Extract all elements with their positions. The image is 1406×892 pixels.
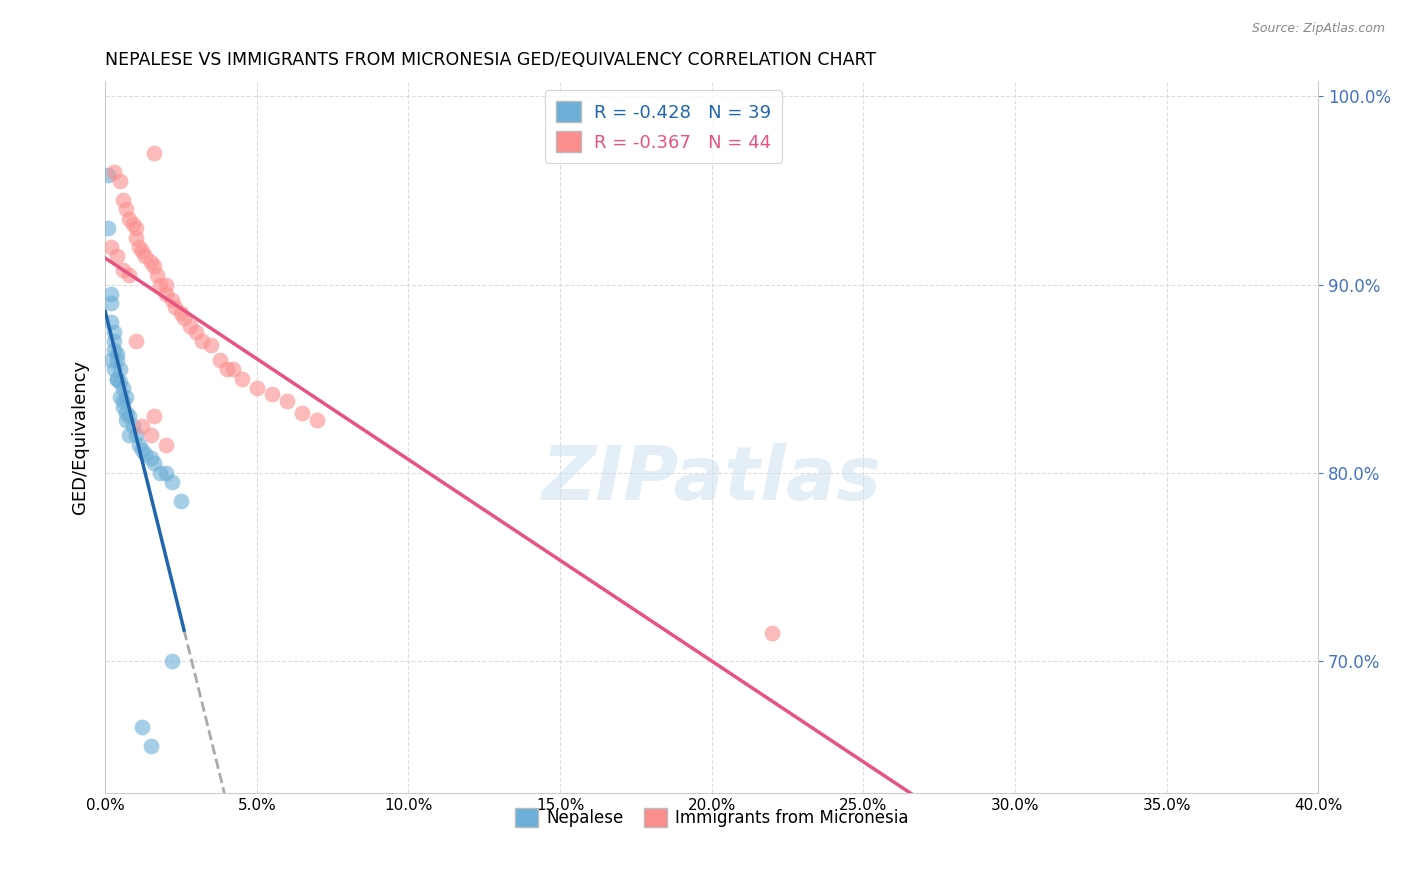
Point	[118, 409, 141, 424]
Point	[131, 720, 153, 734]
Point	[149, 466, 172, 480]
Point	[103, 334, 125, 348]
Point	[105, 372, 128, 386]
Point	[170, 494, 193, 508]
Point	[139, 450, 162, 465]
Point	[118, 268, 141, 282]
Point	[110, 362, 132, 376]
Legend: Nepalese, Immigrants from Micronesia: Nepalese, Immigrants from Micronesia	[508, 802, 915, 834]
Point	[100, 240, 122, 254]
Point	[307, 413, 329, 427]
Point	[105, 347, 128, 361]
Point	[246, 381, 269, 395]
Point	[115, 202, 138, 217]
Point	[124, 334, 146, 348]
Point	[100, 296, 122, 310]
Point	[209, 352, 232, 367]
Point	[149, 277, 172, 292]
Y-axis label: GED/Equivalency: GED/Equivalency	[72, 360, 89, 514]
Point	[155, 287, 177, 301]
Point	[131, 244, 153, 258]
Point	[100, 315, 122, 329]
Point	[134, 447, 156, 461]
Point	[103, 164, 125, 178]
Point	[170, 306, 193, 320]
Point	[163, 300, 186, 314]
Point	[115, 405, 138, 419]
Point	[142, 145, 165, 160]
Point	[112, 400, 135, 414]
Point	[131, 418, 153, 433]
Point	[131, 443, 153, 458]
Point	[155, 466, 177, 480]
Point	[121, 418, 143, 433]
Point	[124, 428, 146, 442]
Point	[124, 230, 146, 244]
Point	[215, 362, 238, 376]
Point	[160, 475, 183, 490]
Text: NEPALESE VS IMMIGRANTS FROM MICRONESIA GED/EQUIVALENCY CORRELATION CHART: NEPALESE VS IMMIGRANTS FROM MICRONESIA G…	[105, 51, 876, 69]
Point	[105, 249, 128, 263]
Point	[142, 259, 165, 273]
Point	[139, 428, 162, 442]
Point	[145, 268, 167, 282]
Point	[97, 221, 120, 235]
Point	[160, 293, 183, 307]
Text: Source: ZipAtlas.com: Source: ZipAtlas.com	[1251, 22, 1385, 36]
Point	[761, 625, 783, 640]
Point	[105, 352, 128, 367]
Point	[139, 255, 162, 269]
Point	[103, 325, 125, 339]
Point	[179, 318, 201, 333]
Text: ZIPatlas: ZIPatlas	[541, 443, 882, 516]
Point	[115, 413, 138, 427]
Point	[100, 352, 122, 367]
Point	[97, 169, 120, 183]
Point	[110, 376, 132, 390]
Point	[112, 394, 135, 409]
Point	[276, 394, 298, 409]
Point	[191, 334, 214, 348]
Point	[103, 362, 125, 376]
Point	[160, 654, 183, 668]
Point	[121, 218, 143, 232]
Point	[134, 249, 156, 263]
Point	[110, 174, 132, 188]
Point	[155, 437, 177, 451]
Point	[128, 240, 150, 254]
Point	[173, 311, 195, 326]
Point	[200, 338, 222, 352]
Point	[115, 391, 138, 405]
Point	[142, 456, 165, 470]
Point	[103, 343, 125, 358]
Point	[110, 391, 132, 405]
Point	[231, 372, 253, 386]
Point	[139, 739, 162, 753]
Point	[260, 386, 283, 401]
Point	[124, 221, 146, 235]
Point	[155, 277, 177, 292]
Point	[291, 405, 314, 419]
Point	[186, 325, 208, 339]
Point	[128, 437, 150, 451]
Point	[100, 287, 122, 301]
Point	[221, 362, 243, 376]
Point	[112, 193, 135, 207]
Point	[112, 262, 135, 277]
Point	[118, 428, 141, 442]
Point	[142, 409, 165, 424]
Point	[105, 372, 128, 386]
Point	[118, 211, 141, 226]
Point	[112, 381, 135, 395]
